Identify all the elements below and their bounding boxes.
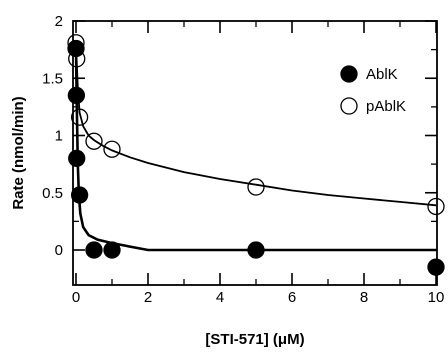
point-ablk	[70, 186, 89, 204]
x-axis-label: [STI-571] (μM)	[205, 331, 304, 348]
point-pablk	[70, 108, 89, 126]
legend-label-pablk: pAblK	[366, 98, 406, 115]
legend: AblK pAblK	[340, 65, 406, 115]
point-ablk	[427, 258, 445, 276]
point-ablk	[103, 241, 121, 259]
point-ablk	[247, 241, 265, 259]
legend-marker-ablk	[340, 65, 358, 83]
x-tick-label: 4	[216, 289, 224, 306]
data-points	[67, 34, 445, 276]
x-tick-label: 0	[72, 289, 80, 306]
y-tick-label: 2	[55, 13, 63, 30]
y-axis-ticks: 0 0.5 1 1.5 2	[42, 13, 437, 259]
x-tick-label: 10	[428, 289, 445, 306]
point-pablk	[427, 197, 445, 216]
fit-curve-pablk	[75, 42, 437, 207]
point-pablk	[85, 132, 103, 150]
point-pablk	[103, 140, 121, 158]
x-tick-label: 6	[288, 289, 296, 306]
y-tick-label: 1	[55, 128, 63, 145]
legend-marker-pablk	[340, 97, 358, 115]
y-axis-label: Rate (nmol/min)	[10, 96, 27, 209]
y-tick-label: 1.5	[42, 70, 63, 87]
point-ablk	[67, 39, 85, 58]
x-axis-ticks: 0 2 4 6 8 10	[72, 21, 445, 306]
legend-label-ablk: AblK	[366, 66, 398, 83]
point-ablk	[67, 86, 86, 105]
point-pablk	[247, 178, 265, 196]
point-ablk	[85, 241, 103, 259]
point-ablk	[68, 149, 86, 168]
x-tick-label: 8	[360, 289, 368, 306]
y-tick-label: 0.5	[42, 185, 63, 202]
x-tick-label: 2	[144, 289, 152, 306]
y-tick-label: 0	[55, 242, 63, 259]
